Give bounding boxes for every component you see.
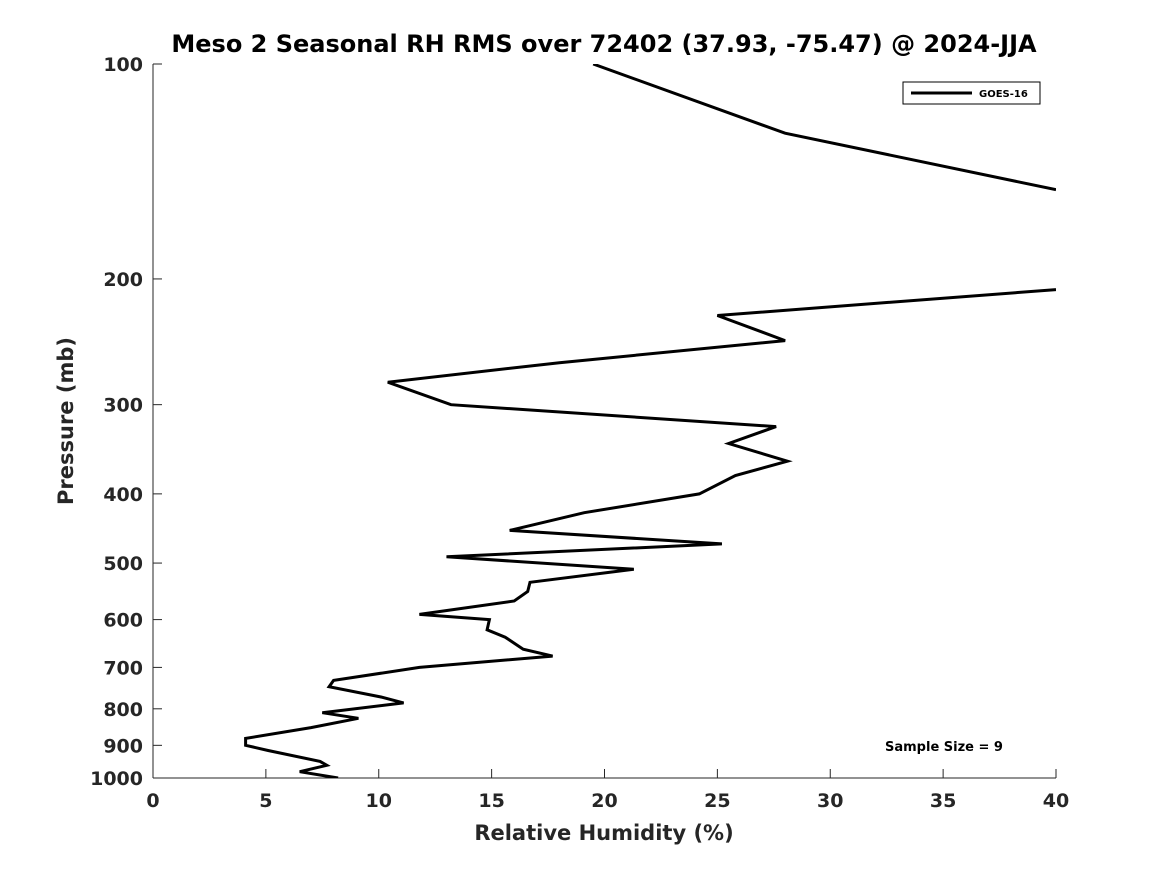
x-tick-label-10: 10: [366, 790, 392, 812]
x-axis-label: Relative Humidity (%): [474, 821, 733, 845]
chart-title: Meso 2 Seasonal RH RMS over 72402 (37.93…: [171, 30, 1037, 58]
x-tick-label-35: 35: [930, 790, 956, 812]
sample-size-annotation: Sample Size = 9: [885, 740, 1003, 755]
y-tick-label-600: 600: [103, 610, 143, 632]
x-tick-label-0: 0: [146, 790, 159, 812]
y-tick-label-400: 400: [103, 484, 143, 506]
y-tick-label-1000: 1000: [90, 768, 143, 790]
legend-entry-label: GOES-16: [979, 89, 1028, 100]
x-tick-label-25: 25: [704, 790, 730, 812]
y-tick-label-100: 100: [103, 54, 143, 76]
series-line-0-segment-0: [592, 64, 1056, 192]
y-tick-label-500: 500: [103, 553, 143, 575]
x-tick-label-40: 40: [1043, 790, 1069, 812]
x-tick-label-15: 15: [478, 790, 504, 812]
y-tick-label-900: 900: [103, 735, 143, 757]
x-tick-label-5: 5: [259, 790, 272, 812]
x-tick-label-30: 30: [817, 790, 843, 812]
y-tick-label-700: 700: [103, 657, 143, 679]
x-tick-label-20: 20: [591, 790, 617, 812]
legend: GOES-16: [902, 81, 1041, 105]
y-tick-label-200: 200: [103, 269, 143, 291]
series-line-0-segment-1: [244, 288, 1056, 778]
y-tick-label-800: 800: [103, 699, 143, 721]
y-tick-label-300: 300: [103, 395, 143, 417]
y-axis-label: Pressure (mb): [54, 337, 78, 505]
